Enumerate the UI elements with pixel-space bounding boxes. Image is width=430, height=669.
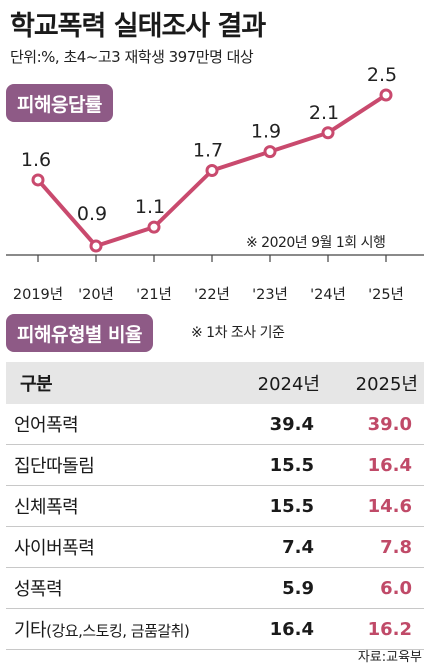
table-row: 기타(강요,스토킹, 금품갈취) 16.4 16.2 [6,609,424,650]
row-category: 언어폭력 [14,415,79,436]
table-row: 성폭력 5.9 6.0 [6,568,424,609]
row-value-2025: 16.2 [367,618,412,640]
data-label: 1.9 [251,121,281,143]
x-tick-label: 2019년 [13,286,63,303]
row-category: 성폭력 [14,579,63,600]
row-value-2025: 39.0 [367,413,412,435]
row-value-2024: 15.5 [269,495,314,517]
row-category: 집단따돌림 [14,456,95,477]
row-category-main: 기타 [14,620,47,641]
row-category: 신체폭력 [14,497,79,518]
row-value-2024: 15.5 [269,454,314,476]
data-label: 1.7 [193,140,223,162]
x-tick-label: '24년 [310,286,346,303]
row-value-2025: 16.4 [367,454,412,476]
chart-note: ※ 2020년 9월 1회 시행 [246,235,386,251]
data-point [205,164,219,177]
row-value-2025: 7.8 [380,536,412,558]
data-label: 2.1 [309,102,339,124]
x-tick-label: '22년 [194,286,230,303]
table-header-row: 구분 2024년 2025년 [6,362,424,404]
header-2025: 2025년 [355,374,418,395]
data-point [379,88,393,102]
data-label: 1.1 [135,196,165,218]
row-value-2024: 16.4 [269,618,314,640]
table-note: ※ 1차 조사 기준 [191,325,285,341]
data-label: 0.9 [77,203,107,225]
row-value-2024: 5.9 [282,577,314,599]
page-title: 학교폭력 실태조사 결과 [10,11,266,42]
x-tick-label: '25년 [368,286,404,303]
table-row: 집단따돌림 15.5 16.4 [6,445,424,486]
data-point [89,239,103,253]
source-credit: 자료:교육부 [357,650,422,665]
table-row: 언어폭력 39.4 39.0 [6,404,424,445]
data-label: 1.6 [21,149,51,171]
x-tick-label: '21년 [136,286,172,303]
row-category-sub: (강요,스토킹, 금품갈취) [46,622,190,640]
data-point [263,145,277,159]
table-row: 사이버폭력 7.4 7.8 [6,527,424,568]
header-2024: 2024년 [257,374,320,395]
data-label: 2.5 [367,64,397,86]
header-category: 구분 [20,374,53,395]
row-value-2024: 7.4 [282,536,314,558]
row-value-2024: 39.4 [269,413,314,435]
section-label-damage-type: 피해유형별 비율 [6,314,153,352]
response-rate-line-chart: 1.6 0.9 1.1 1.7 1.9 2.1 2.5 2019년 '20년 '21년 '22년 '… [6,64,424,303]
row-value-2025: 14.6 [367,495,412,517]
page-subtitle: 단위:%, 초4~고3 재학생 397만명 대상 [10,48,254,66]
row-category: 기타(강요,스토킹, 금품갈취) [6,616,214,642]
table-row: 신체폭력 15.5 14.6 [6,486,424,527]
section-label-response-rate: 피해응답률 [6,84,113,122]
data-point [31,173,45,187]
row-value-2025: 6.0 [380,577,412,599]
data-point [147,220,161,234]
x-tick-label: '20년 [78,286,114,303]
damage-type-table: 구분 2024년 2025년 언어폭력 39.4 39.0 집단따돌림 15.5… [6,362,424,650]
x-tick-label: '23년 [252,286,288,303]
data-point [321,126,335,140]
row-category: 사이버폭력 [14,538,95,559]
